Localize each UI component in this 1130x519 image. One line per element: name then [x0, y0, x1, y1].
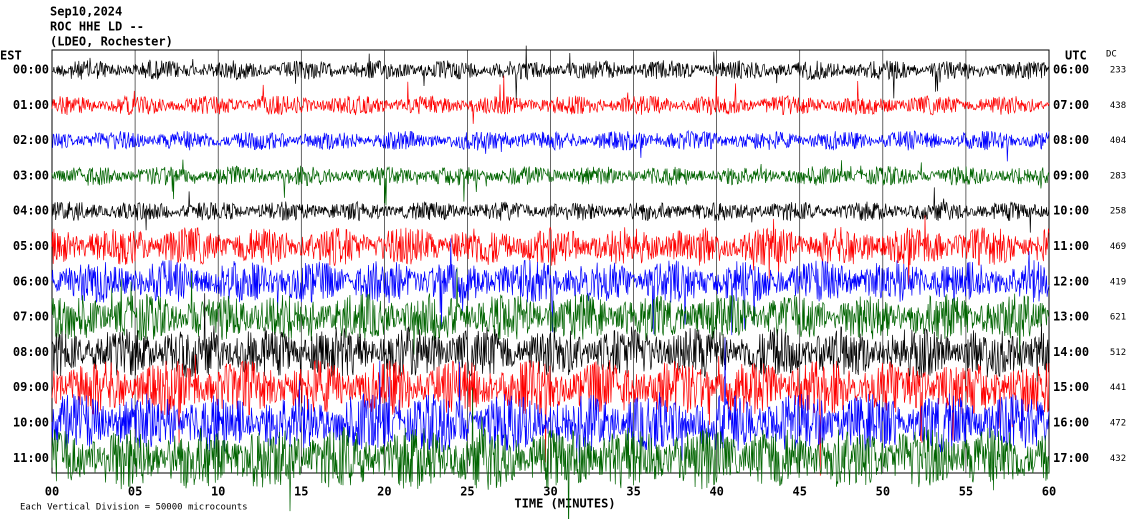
dc-value: 404 [1110, 136, 1126, 146]
est-label: 11:00 [13, 451, 49, 465]
utc-label: 11:00 [1053, 239, 1089, 253]
right-axis-label: UTC [1065, 49, 1087, 63]
x-tick-label: 20 [377, 485, 391, 499]
trace [51, 129, 1050, 162]
x-tick-label: 60 [1042, 485, 1056, 499]
est-label: 10:00 [13, 416, 49, 430]
dc-value: 472 [1110, 419, 1126, 429]
title-line: ROC HHE LD -- [50, 20, 144, 34]
utc-label: 12:00 [1053, 274, 1089, 288]
left-axis-label: EST [0, 49, 22, 63]
dc-value: 441 [1110, 383, 1126, 393]
dc-value: 283 [1110, 171, 1126, 181]
trace [51, 45, 1050, 100]
trace [51, 387, 1050, 519]
utc-label: 06:00 [1053, 63, 1089, 77]
est-label: 08:00 [13, 345, 49, 359]
title-line: Sep10,2024 [50, 5, 122, 19]
est-label: 01:00 [13, 98, 49, 112]
x-tick-label: 35 [626, 485, 640, 499]
trace [51, 293, 1050, 387]
utc-label: 09:00 [1053, 168, 1089, 182]
dc-value: 233 [1110, 66, 1126, 76]
x-tick-label: 30 [543, 485, 557, 499]
note: Each Vertical Division = 50000 microcoun… [20, 503, 248, 513]
utc-label: 16:00 [1053, 416, 1089, 430]
est-label: 09:00 [13, 380, 49, 394]
trace [51, 75, 1050, 124]
est-label: 04:00 [13, 204, 49, 218]
x-tick-label: 05 [128, 485, 142, 499]
est-label: 07:00 [13, 310, 49, 324]
trace [51, 159, 1050, 206]
utc-label: 07:00 [1053, 98, 1089, 112]
x-tick-label: 45 [793, 485, 807, 499]
dc-value: 469 [1110, 242, 1126, 252]
trace [51, 187, 1050, 233]
x-tick-label: 10 [211, 485, 225, 499]
est-label: 05:00 [13, 239, 49, 253]
x-tick-label: 40 [709, 485, 723, 499]
x-tick-label: 50 [876, 485, 890, 499]
dc-label: DC [1106, 50, 1117, 60]
dc-value: 438 [1110, 101, 1126, 111]
utc-label: 10:00 [1053, 204, 1089, 218]
trace [51, 215, 1050, 289]
est-label: 06:00 [13, 274, 49, 288]
utc-label: 14:00 [1053, 345, 1089, 359]
est-label: 02:00 [13, 133, 49, 147]
est-label: 00:00 [13, 63, 49, 77]
x-axis-label: TIME (MINUTES) [514, 497, 615, 511]
trace [51, 354, 1050, 476]
trace [51, 267, 1050, 366]
dc-value: 432 [1110, 454, 1126, 464]
dc-value: 621 [1110, 313, 1126, 323]
x-tick-label: 55 [959, 485, 973, 499]
utc-label: 08:00 [1053, 133, 1089, 147]
utc-label: 17:00 [1053, 451, 1089, 465]
x-tick-label: 25 [460, 485, 474, 499]
x-tick-label: 00 [45, 485, 59, 499]
utc-label: 15:00 [1053, 380, 1089, 394]
dc-value: 419 [1110, 277, 1126, 287]
dc-value: 512 [1110, 348, 1126, 358]
trace [51, 337, 1050, 463]
est-label: 03:00 [13, 168, 49, 182]
trace [51, 238, 1050, 336]
title-line: (LDEO, Rochester) [50, 35, 173, 49]
dc-value: 258 [1110, 207, 1126, 217]
x-tick-label: 15 [294, 485, 308, 499]
utc-label: 13:00 [1053, 310, 1089, 324]
